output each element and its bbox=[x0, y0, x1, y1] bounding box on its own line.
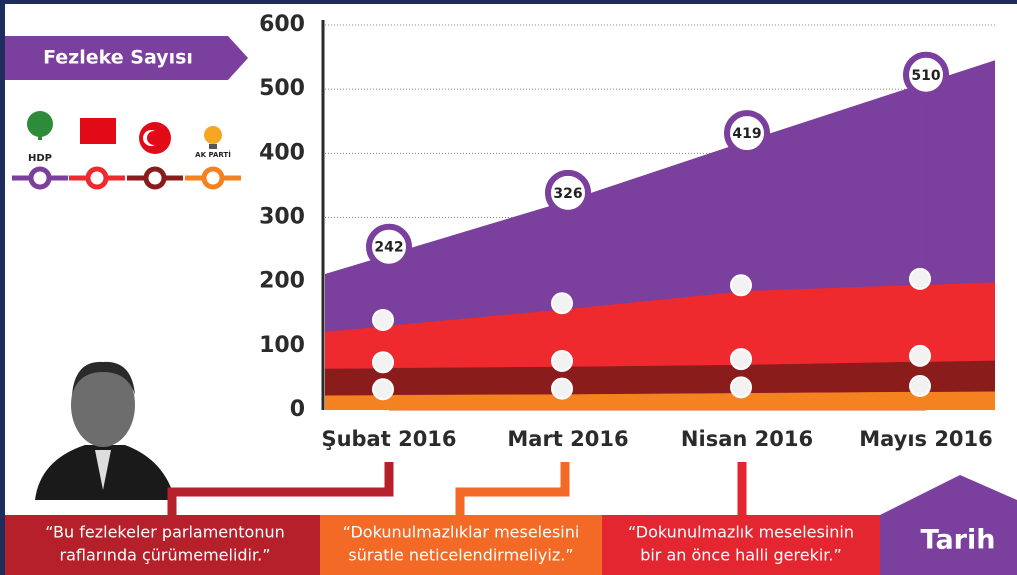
chp-logo bbox=[80, 118, 116, 144]
x-tick-label: Mart 2016 bbox=[507, 427, 628, 451]
value-label: 419 bbox=[732, 126, 761, 142]
value-label: 242 bbox=[374, 240, 403, 256]
quote-text: “Dokunulmazlıklar meselesini bbox=[343, 523, 580, 542]
border bbox=[0, 0, 1017, 4]
chart: Fezleke Sayısı HDP CHP AK PARTİ Tarih 242 3… bbox=[0, 0, 1017, 575]
y-axis-label: Fezleke Sayısı bbox=[43, 47, 193, 69]
page: Fezleke Sayısı HDP CHP AK PARTİ Tarih 242 3… bbox=[0, 0, 1017, 575]
legend-marker bbox=[146, 169, 164, 187]
legend-label: AK PARTİ bbox=[195, 150, 231, 159]
value-marker bbox=[910, 376, 930, 396]
value-marker bbox=[731, 377, 751, 397]
legend-marker bbox=[31, 169, 49, 187]
value-label: 510 bbox=[911, 68, 940, 84]
value-marker bbox=[552, 293, 572, 313]
quote-text: “Dokunulmazlık meselesinin bbox=[628, 523, 854, 542]
value-marker bbox=[910, 346, 930, 366]
y-tick-label: 600 bbox=[259, 12, 305, 37]
value-marker bbox=[731, 275, 751, 295]
x-tick-label: Nisan 2016 bbox=[681, 427, 813, 451]
legend-label: HDP bbox=[28, 153, 52, 164]
legend-marker bbox=[204, 169, 222, 187]
mhp-logo bbox=[139, 122, 171, 154]
border bbox=[0, 0, 5, 575]
y-tick-label: 100 bbox=[259, 333, 305, 358]
y-tick-label: 0 bbox=[290, 397, 305, 422]
value-marker bbox=[373, 310, 393, 330]
quote-text: raflarında çürümemelidir.” bbox=[60, 546, 271, 565]
legend-marker bbox=[88, 169, 106, 187]
y-tick-label: 400 bbox=[259, 140, 305, 165]
value-marker bbox=[552, 379, 572, 399]
value-marker bbox=[552, 351, 572, 371]
quote-text: “Bu fezlekeler parlamentonun bbox=[45, 523, 285, 542]
legend-label: CHP bbox=[80, 145, 115, 163]
value-label: 326 bbox=[553, 186, 582, 202]
y-tick-label: 200 bbox=[259, 269, 305, 294]
value-marker bbox=[910, 269, 930, 289]
area bbox=[389, 392, 926, 410]
x-tick-label: Mayıs 2016 bbox=[859, 427, 993, 451]
value-marker bbox=[731, 349, 751, 369]
quote-text: süratle neticelendirmeliyiz.” bbox=[348, 546, 573, 565]
y-tick-label: 500 bbox=[259, 76, 305, 101]
value-marker bbox=[373, 352, 393, 372]
quote-text: bir an önce halli gerekir.” bbox=[640, 546, 842, 565]
x-axis-label: Tarih bbox=[921, 525, 996, 556]
x-tick-label: Şubat 2016 bbox=[321, 427, 456, 451]
value-marker bbox=[373, 379, 393, 399]
y-tick-label: 300 bbox=[259, 205, 305, 230]
area-extension bbox=[926, 392, 995, 410]
